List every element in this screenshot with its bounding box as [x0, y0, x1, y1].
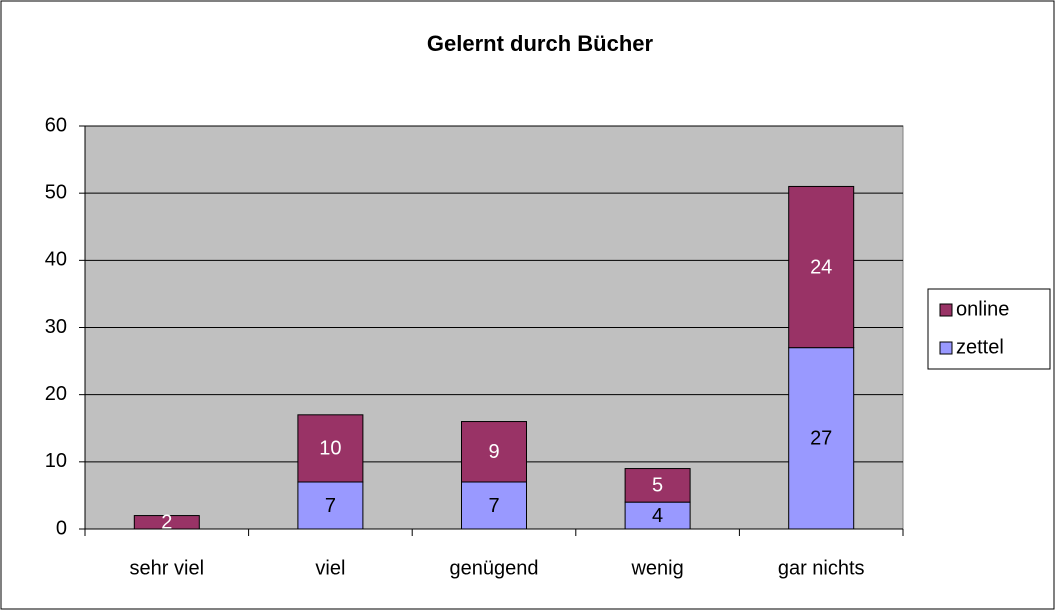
bar-segment	[297, 414, 364, 483]
bar-segment	[461, 421, 527, 483]
y-tick-label: 50	[45, 181, 67, 203]
x-tick-label: genügend	[450, 557, 539, 579]
data-label: 2	[161, 512, 172, 534]
bar-segment	[788, 185, 855, 349]
legend-swatch	[939, 303, 953, 317]
y-tick-label: 30	[45, 316, 67, 338]
data-label: 10	[319, 438, 341, 460]
data-label: 9	[488, 441, 499, 463]
x-tick-label: wenig	[630, 557, 683, 579]
x-tick-label: gar nichts	[778, 557, 865, 579]
legend-label: online	[956, 298, 1009, 320]
data-label: 7	[325, 495, 336, 517]
y-tick-label: 40	[45, 249, 67, 271]
data-label: 7	[488, 495, 499, 517]
chart-title: Gelernt durch Bücher	[427, 31, 654, 56]
y-tick-label: 60	[45, 114, 67, 136]
bar-segment	[133, 515, 200, 530]
legend-box	[927, 288, 1051, 370]
legend-label: zettel	[956, 336, 1004, 358]
bar-segment	[788, 347, 855, 530]
data-label: 5	[652, 475, 663, 497]
y-tick-label: 10	[45, 450, 67, 472]
x-tick-label: viel	[315, 557, 345, 579]
bar-segment	[624, 468, 691, 503]
legend-swatch	[939, 341, 953, 355]
y-tick-label: 20	[45, 383, 67, 405]
data-label: 4	[652, 505, 663, 527]
x-tick-label: sehr viel	[130, 557, 204, 579]
data-label: 27	[810, 428, 832, 450]
bar-segment	[624, 501, 691, 530]
y-tick-label: 0	[56, 517, 67, 539]
data-label: 24	[810, 256, 832, 278]
